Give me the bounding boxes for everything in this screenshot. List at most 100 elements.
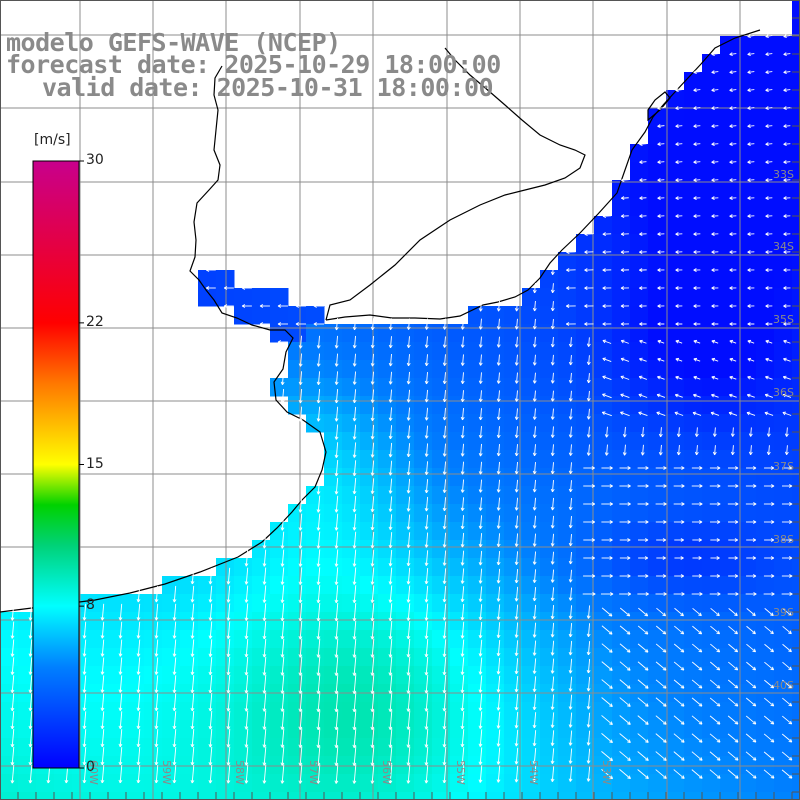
field-cell	[720, 54, 739, 73]
wind-arrow	[496, 443, 501, 457]
wind-arrow	[370, 585, 375, 603]
field-cell	[792, 378, 800, 397]
field-cell	[360, 522, 379, 541]
colorbar-unit: [m/s]	[34, 132, 71, 148]
field-cell	[180, 666, 199, 685]
field-cell	[540, 792, 559, 800]
wind-arrow	[764, 466, 775, 470]
field-cell	[720, 792, 739, 800]
wind-arrow	[424, 496, 429, 512]
wind-arrow	[747, 250, 755, 254]
field-cell	[288, 342, 307, 361]
wind-arrow	[619, 733, 631, 743]
wind-arrow	[406, 746, 411, 766]
wind-arrow	[568, 766, 573, 782]
field-cell	[342, 378, 361, 397]
field-cell	[756, 36, 775, 55]
wind-arrow	[728, 625, 738, 635]
field-cell	[450, 414, 469, 433]
wind-arrow	[154, 621, 159, 639]
wind-arrow	[352, 371, 357, 385]
wind-arrow	[602, 357, 612, 362]
wind-arrow	[532, 283, 537, 294]
field-cell	[774, 72, 793, 91]
field-cell	[450, 558, 469, 577]
wind-arrow	[783, 142, 791, 146]
field-cell	[792, 54, 800, 73]
wind-arrow	[657, 250, 665, 254]
field-cell	[342, 522, 361, 541]
wind-arrow	[154, 585, 159, 603]
wind-arrow	[118, 693, 123, 711]
wind-arrow	[637, 679, 649, 689]
field-cell	[36, 774, 55, 793]
wind-arrow	[208, 567, 213, 585]
wind-arrow	[728, 556, 738, 560]
field-cell	[234, 576, 253, 595]
field-cell	[396, 540, 415, 559]
field-cell	[792, 162, 800, 181]
wind-arrow	[478, 408, 483, 421]
wind-arrow	[460, 461, 465, 475]
field-cell	[720, 666, 739, 685]
field-cell	[180, 648, 199, 667]
field-cell	[738, 126, 757, 145]
wind-arrow	[406, 550, 411, 567]
wind-arrow	[388, 620, 393, 640]
wind-arrow	[514, 765, 519, 783]
field-cell	[198, 576, 217, 595]
field-cell	[450, 738, 469, 757]
field-cell	[450, 540, 469, 559]
wind-arrow	[637, 625, 649, 635]
field-cell	[450, 360, 469, 379]
field-cell	[360, 414, 379, 433]
field-cell	[324, 612, 343, 631]
field-cell	[504, 792, 523, 800]
field-cell	[666, 738, 685, 757]
wind-arrow	[783, 214, 791, 218]
field-cell	[774, 234, 793, 253]
field-cell	[72, 792, 91, 800]
field-cell	[360, 432, 379, 451]
field-cell	[702, 252, 721, 271]
wind-arrow	[655, 643, 667, 653]
field-cell	[306, 648, 325, 667]
field-cell	[162, 720, 181, 739]
wind-arrow	[514, 515, 519, 529]
wind-arrow	[620, 250, 629, 254]
field-cell	[702, 270, 721, 289]
field-cell	[540, 702, 559, 721]
field-cell	[666, 252, 685, 271]
field-cell	[522, 756, 541, 775]
wind-arrow	[712, 445, 717, 456]
wind-arrow	[388, 549, 393, 567]
field-cell	[378, 522, 397, 541]
wind-arrow	[298, 656, 303, 676]
field-cell	[108, 738, 127, 757]
field-cell	[612, 540, 631, 559]
wind-arrow	[226, 764, 231, 784]
field-cell	[630, 342, 649, 361]
wind-arrow	[442, 746, 447, 766]
field-cell	[630, 360, 649, 379]
field-cell	[0, 630, 19, 649]
field-cell	[684, 288, 703, 307]
wind-arrow	[746, 661, 757, 671]
wind-arrow	[226, 692, 231, 712]
wind-arrow	[316, 371, 321, 385]
wind-arrow	[584, 286, 594, 290]
field-cell	[648, 612, 667, 631]
wind-arrow	[727, 715, 739, 725]
wind-arrow	[442, 318, 447, 330]
field-cell	[414, 630, 433, 649]
wind-arrow	[765, 106, 773, 111]
wind-arrow	[748, 445, 753, 456]
wind-arrow	[136, 657, 141, 675]
wind-arrow	[691, 769, 703, 779]
field-cell	[576, 666, 595, 685]
field-cell	[414, 720, 433, 739]
field-cell	[630, 738, 649, 757]
wind-arrow	[711, 357, 719, 362]
wind-arrow	[406, 603, 411, 621]
wind-arrow	[496, 693, 501, 711]
